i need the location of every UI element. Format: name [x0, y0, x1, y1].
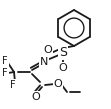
Text: O: O: [44, 45, 52, 55]
Text: F: F: [2, 56, 8, 66]
Text: F: F: [2, 68, 8, 78]
Text: S: S: [59, 45, 67, 59]
Text: O: O: [54, 79, 62, 89]
Text: F: F: [10, 80, 16, 90]
Text: N: N: [40, 57, 48, 67]
Text: O: O: [59, 63, 67, 73]
Text: O: O: [32, 92, 40, 102]
